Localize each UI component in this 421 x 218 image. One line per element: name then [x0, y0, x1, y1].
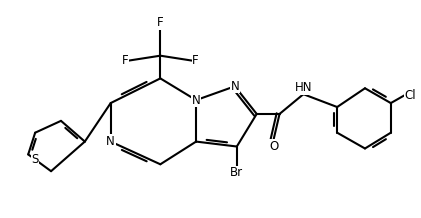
Text: N: N: [106, 135, 115, 148]
Text: F: F: [192, 54, 199, 67]
Text: HN: HN: [295, 81, 312, 94]
Text: F: F: [157, 16, 164, 29]
Text: N: N: [192, 94, 200, 107]
Text: Cl: Cl: [405, 89, 416, 102]
Text: N: N: [230, 80, 239, 93]
Text: F: F: [122, 54, 128, 67]
Text: O: O: [269, 140, 278, 153]
Text: S: S: [32, 153, 39, 166]
Text: Br: Br: [230, 166, 243, 179]
